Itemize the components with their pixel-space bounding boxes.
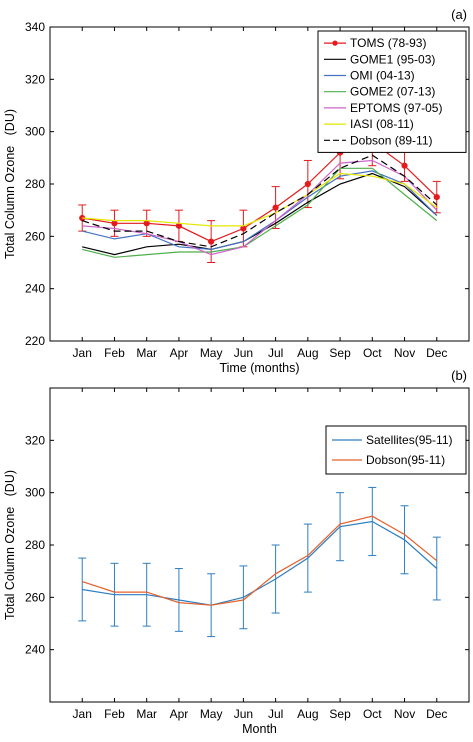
- series-3: [82, 170, 438, 251]
- legend: Satellites(95-11) Dobson(95-11): [325, 425, 467, 475]
- y-tick-label: 320: [25, 72, 45, 86]
- legend-label: TOMS (78-93): [350, 36, 426, 50]
- x-tick-label: Mar: [136, 346, 157, 360]
- legend-label: Dobson (89-11): [350, 133, 433, 147]
- x-tick-label: Oct: [363, 346, 382, 360]
- x-tick-label: Dec: [426, 707, 447, 721]
- x-tick-label: Nov: [394, 707, 415, 721]
- x-tick-label: Jul: [268, 707, 283, 721]
- x-tick-label: Jan: [73, 346, 92, 360]
- chart-panel-b: 240 260 280 300 320 Jan Feb Mar Apr May Jun Jul Aug S…: [3, 368, 470, 736]
- x-tick-label: Dec: [426, 346, 447, 360]
- panel-label: (b): [451, 368, 467, 383]
- x-axis-label: Time (months): [219, 361, 299, 375]
- series-line: [82, 154, 438, 248]
- series-line: [82, 170, 438, 251]
- x-tick-label: Apr: [170, 707, 189, 721]
- legend-label: EPTOMS (97-05): [350, 101, 442, 115]
- y-tick-label: 280: [25, 177, 45, 191]
- legend-label: OMI (04-13): [350, 69, 415, 83]
- y-tick-label: 300: [25, 486, 45, 500]
- data-point: [433, 193, 440, 201]
- series-5: [82, 159, 438, 256]
- series-line: [82, 520, 438, 606]
- x-tick-label: May: [200, 346, 223, 360]
- legend-label: GOME2 (07-13): [350, 85, 435, 99]
- y-tick-label: 240: [25, 643, 45, 657]
- legend-label: Satellites(95-11): [366, 433, 452, 447]
- series-1: [78, 486, 441, 638]
- series-line: [82, 141, 438, 243]
- series-2: [82, 515, 438, 606]
- y-tick-label: 240: [25, 282, 45, 296]
- x-tick-label: Sep: [329, 707, 351, 721]
- chart-panel-a: 220 240 260 280 300 320 340 Jan Feb Mar Apr May Jun J…: [3, 7, 470, 375]
- data-point: [208, 238, 215, 245]
- x-tick-label: Jun: [234, 346, 253, 360]
- data-point: [111, 220, 118, 227]
- x-tick-label: Feb: [104, 346, 125, 360]
- x-tick-label: Mar: [136, 707, 157, 721]
- series-line: [82, 515, 438, 606]
- legend-marker: [332, 40, 338, 46]
- data-point: [240, 225, 247, 232]
- x-tick-label: Jun: [234, 707, 253, 721]
- series-line: [82, 159, 438, 256]
- x-tick-label: Aug: [297, 707, 318, 721]
- legend-label: IASI (08-11): [350, 117, 414, 131]
- series-line: [82, 172, 438, 227]
- x-tick-label: Nov: [394, 346, 415, 360]
- y-axis-label: Total Column Ozone (DU): [3, 109, 17, 259]
- y-tick-label: 220: [25, 334, 45, 348]
- x-tick-label: Jan: [73, 707, 92, 721]
- x-axis-label: Month: [242, 722, 277, 736]
- y-tick-label: 340: [25, 20, 45, 34]
- legend-box: [325, 425, 467, 475]
- series-line: [82, 172, 438, 256]
- y-tick-label: 300: [25, 125, 45, 139]
- data-point: [272, 204, 279, 211]
- x-tick-label: Apr: [170, 346, 189, 360]
- x-tick-label: Aug: [297, 346, 318, 360]
- y-tick-label: 280: [25, 538, 45, 552]
- y-axis-label: Total Column Ozone (DU): [3, 470, 17, 620]
- series-line: [82, 167, 438, 258]
- series-6: [82, 172, 438, 227]
- legend: TOMS (78-93) GOME1 (95-03) OMI (04-13) GOME…: [317, 30, 467, 153]
- panel-label: (a): [451, 7, 467, 22]
- x-tick-label: Jul: [268, 346, 283, 360]
- y-tick-label: 260: [25, 590, 45, 604]
- data-point: [143, 220, 150, 227]
- x-tick-label: Sep: [329, 346, 351, 360]
- legend-label: Dobson(95-11): [366, 453, 445, 467]
- legend-label: GOME1 (95-03): [350, 52, 435, 66]
- series-4: [82, 167, 438, 258]
- x-tick-label: Feb: [104, 707, 125, 721]
- y-tick-label: 320: [25, 433, 45, 447]
- series-7: [82, 154, 438, 248]
- x-tick-label: May: [200, 707, 223, 721]
- data-point: [401, 162, 408, 169]
- series-2: [82, 172, 438, 256]
- y-tick-label: 260: [25, 229, 45, 243]
- data-point: [304, 180, 311, 188]
- x-tick-label: Oct: [363, 707, 382, 721]
